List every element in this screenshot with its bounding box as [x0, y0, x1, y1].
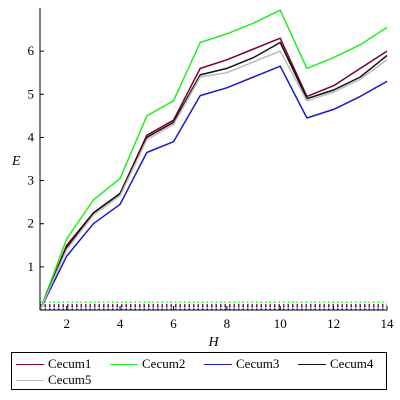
- legend-label: Cecum5: [48, 372, 92, 387]
- x-axis-label: H: [207, 335, 219, 350]
- series-line-cecum2: [39, 9, 388, 311]
- y-tick-label: 2: [28, 216, 35, 231]
- legend-item-cecum1: Cecum1: [16, 357, 91, 371]
- x-tick-label: 12: [327, 316, 340, 331]
- x-tick-label: 14: [381, 316, 395, 331]
- legend-swatch: [298, 363, 326, 365]
- legend-label: Cecum1: [48, 356, 92, 371]
- x-tick-label: 8: [224, 316, 231, 331]
- legend-item-cecum2: Cecum2: [110, 357, 185, 371]
- legend-swatch: [204, 363, 232, 365]
- x-tick-label: 2: [63, 316, 70, 331]
- series-line-cecum3: [39, 65, 388, 311]
- series-line-cecum1: [39, 37, 388, 311]
- y-tick-label: 1: [28, 259, 35, 274]
- y-tick-label: 3: [28, 173, 35, 188]
- legend-item-cecum4: Cecum4: [298, 357, 373, 371]
- y-axis-label: E: [11, 154, 21, 169]
- y-tick-label: 4: [28, 129, 35, 144]
- legend-swatch: [16, 363, 44, 365]
- legend-label: Cecum3: [236, 356, 280, 371]
- legend-label: Cecum2: [142, 356, 186, 371]
- series-line-cecum5: [39, 50, 388, 311]
- legend-label: Cecum4: [330, 356, 374, 371]
- x-tick-label: 4: [117, 316, 124, 331]
- x-tick-label: 6: [170, 316, 177, 331]
- series-line-cecum4: [39, 41, 388, 311]
- x-tick-label: 10: [274, 316, 287, 331]
- legend-item-cecum5: Cecum5: [16, 373, 91, 387]
- legend-item-cecum3: Cecum3: [204, 357, 279, 371]
- y-tick-label: 6: [28, 43, 35, 58]
- legend-swatch: [16, 379, 44, 381]
- plot-area: [39, 9, 388, 311]
- legend-swatch: [110, 363, 138, 365]
- legend: Cecum1 Cecum2 Cecum3 Cecum4 Cecum5: [11, 352, 387, 390]
- y-tick-label: 5: [28, 86, 35, 101]
